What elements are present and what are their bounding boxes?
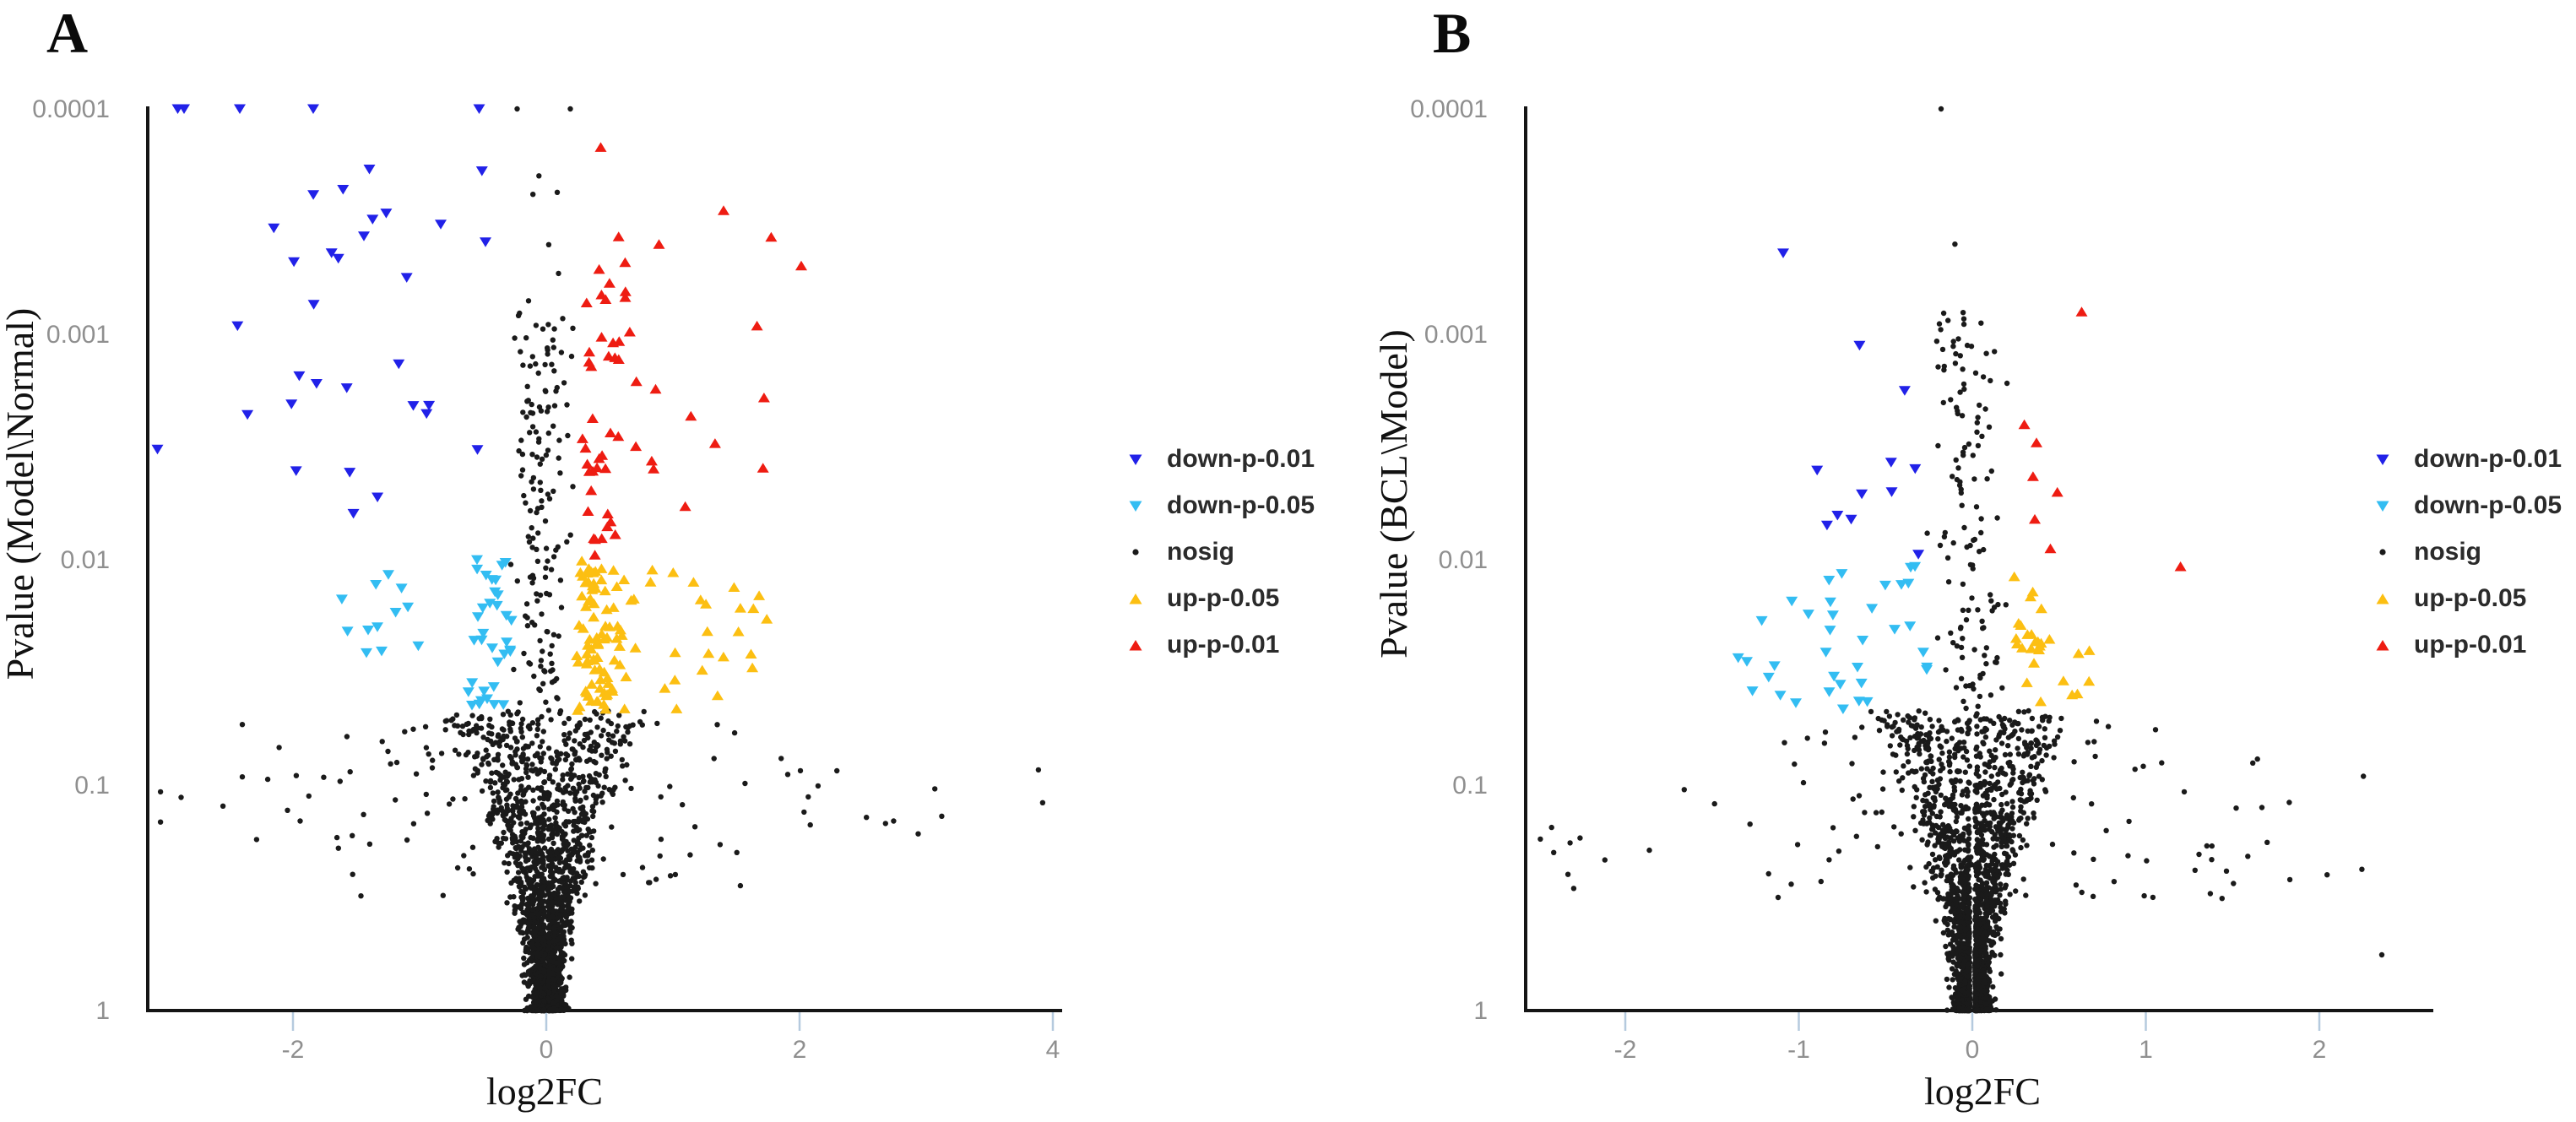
legend-label: down-p-0.05 [1167,491,1315,519]
x-tick-label-2: 2 [2312,1036,2327,1064]
legend-label: down-p-0.05 [2414,491,2562,519]
y-tick-label-0.1: 0.1 [74,772,110,799]
legend-label: nosig [1167,537,1234,566]
y-tick-label-0.0001: 0.0001 [32,95,110,123]
legend-item-up-p-0.01: up-p-0.01 [1127,621,1315,668]
legend-label: up-p-0.05 [1167,583,1280,612]
legend-item-nosig: nosig [2374,528,2562,575]
panel-a-y-axis-title: Pvalue (Model\Normal) [0,307,41,680]
y-tick-label-0.1: 0.1 [1452,772,1488,799]
x-tick-label-0: 0 [1965,1036,1980,1064]
legend-item-up-p-0.05: up-p-0.05 [2374,575,2562,621]
triangle-up-icon [2376,639,2389,650]
series-down-p-0.01 [1777,248,1925,560]
legend-item-down-p-0.05: down-p-0.05 [1127,482,1315,528]
series-nosig [157,106,1046,1014]
panel-b-scatter-plot [1524,106,2433,1031]
legend-item-up-p-0.05: up-p-0.05 [1127,575,1315,621]
panel-a-legend: down-p-0.01 down-p-0.05 nosig up-p-0.05 up-p… [1127,436,1315,668]
y-tick-label-0.001: 0.001 [46,321,110,349]
series-up-p-0.01 [576,142,807,560]
x-tick-label-2: 2 [792,1036,807,1064]
triangle-down-icon [2376,454,2389,465]
triangle-down-icon [1129,501,1142,512]
axes-panel-A [146,106,1062,1012]
x-tick-label--1: -1 [1787,1036,1810,1064]
legend-item-nosig: nosig [1127,528,1315,575]
y-tick-label-0.01: 0.01 [1438,546,1488,574]
y-tick-label-0.0001: 0.0001 [1410,95,1488,123]
panel-b-legend: down-p-0.01 down-p-0.05 nosig up-p-0.05 up-p… [2374,436,2562,668]
legend-item-up-p-0.01: up-p-0.01 [2374,621,2562,668]
legend-item-down-p-0.01: down-p-0.01 [1127,436,1315,482]
panel-b-x-axis-title: log2FC [1923,1070,2042,1113]
panel-b-y-axis-title: Pvalue (BCL\Model) [1372,329,1415,659]
panel-a-scatter-plot [146,104,1062,1031]
triangle-up-icon [1129,593,1142,604]
panel-b-letter: B [1433,1,1472,65]
dot-icon [2379,548,2386,556]
x-tick-label-4: 4 [1045,1036,1060,1064]
legend-label: nosig [2414,537,2481,566]
legend-item-down-p-0.05: down-p-0.05 [2374,482,2562,528]
series-up-p-0.05 [571,556,773,715]
legend-label: down-p-0.01 [2414,444,2562,473]
y-tick-label-1: 1 [95,997,110,1025]
legend-label: up-p-0.05 [2414,583,2527,612]
series-up-p-0.05 [2008,571,2096,707]
series-down-p-0.01 [151,104,491,519]
panel-a-x-axis-title: log2FC [485,1070,604,1113]
y-tick-label-0.001: 0.001 [1424,321,1488,349]
x-tick-label-0: 0 [539,1036,554,1064]
x-tick-label-1: 1 [2139,1036,2153,1064]
legend-label: up-p-0.01 [1167,630,1280,659]
series-down-p-0.05 [1732,561,1933,714]
x-tick-label--2: -2 [1613,1036,1637,1064]
panel-a-letter: A [46,1,89,65]
triangle-down-icon [2376,501,2389,512]
legend-label: down-p-0.01 [1167,444,1315,473]
axes-panel-B [1524,106,2433,1012]
triangle-up-icon [2376,593,2389,604]
series-down-p-0.05 [335,555,518,711]
y-tick-label-0.01: 0.01 [60,546,110,574]
dot-icon [1132,548,1139,556]
triangle-up-icon [1129,639,1142,650]
series-up-p-0.01 [2018,306,2187,572]
series-nosig [1537,106,2385,1014]
y-tick-label-1: 1 [1473,997,1488,1025]
legend-item-down-p-0.01: down-p-0.01 [2374,436,2562,482]
legend-label: up-p-0.01 [2414,630,2527,659]
triangle-down-icon [1129,454,1142,465]
x-tick-label--2: -2 [281,1036,305,1064]
